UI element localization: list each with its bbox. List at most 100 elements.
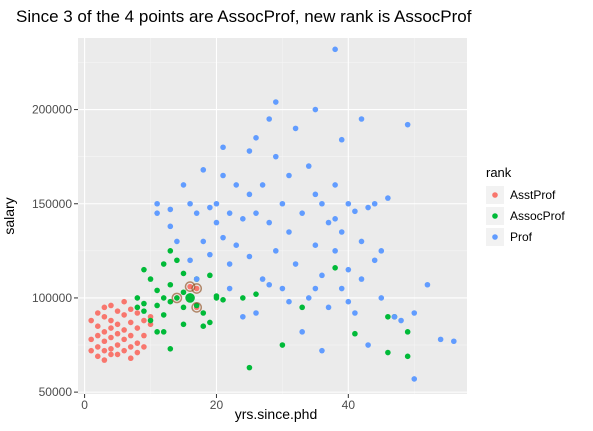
- data-point-prof: [391, 313, 398, 320]
- data-point-asstprof: [101, 347, 108, 354]
- data-point-prof: [233, 182, 240, 188]
- data-point-asstprof: [127, 344, 134, 350]
- data-point-assocprof: [134, 304, 141, 311]
- data-point-prof: [240, 313, 246, 320]
- data-point-assocprof: [141, 308, 147, 314]
- data-point-prof: [180, 182, 187, 188]
- chart-title: Since 3 of the 4 points are AssocProf, n…: [16, 7, 472, 26]
- data-point-assocprof: [200, 323, 207, 329]
- data-point-assocprof: [193, 302, 200, 309]
- legend-label-prof: Prof: [510, 230, 533, 244]
- data-point-prof: [167, 223, 174, 230]
- data-point-prof: [266, 116, 273, 122]
- y-tick-label: 150000: [32, 197, 72, 211]
- data-point-prof: [312, 242, 319, 248]
- data-point-prof: [220, 144, 226, 151]
- data-point-prof: [338, 136, 345, 143]
- data-point-prof: [325, 304, 332, 311]
- data-point-asstprof: [101, 313, 108, 320]
- data-point-asstprof: [127, 319, 134, 326]
- legend-key-prof: [492, 234, 498, 240]
- data-point-prof: [404, 121, 411, 128]
- data-point-asstprof: [114, 330, 121, 337]
- data-point-prof: [378, 295, 385, 301]
- data-point-prof: [286, 172, 292, 179]
- data-point-prof: [371, 200, 378, 207]
- data-point-assocprof: [220, 297, 226, 303]
- data-point-prof: [226, 285, 233, 292]
- data-point-asstprof: [114, 351, 121, 358]
- y-axis-label: salary: [1, 197, 17, 234]
- legend-key-assocprof: [492, 213, 498, 219]
- data-point-prof: [332, 182, 338, 188]
- data-point-assocprof: [154, 287, 160, 294]
- data-point-prof: [207, 204, 213, 211]
- data-point-asstprof: [114, 321, 121, 328]
- data-point-prof: [411, 310, 418, 316]
- data-point-assocprof: [332, 264, 338, 271]
- data-point-prof: [207, 251, 213, 258]
- data-point-asstprof: [94, 323, 101, 329]
- new-point: [185, 293, 195, 303]
- data-point-asstprof: [134, 310, 141, 316]
- data-point-prof: [279, 200, 286, 207]
- data-point-prof: [451, 338, 457, 345]
- data-point-asstprof: [88, 347, 94, 354]
- data-point-prof: [272, 248, 279, 254]
- legend-title: rank: [486, 165, 512, 180]
- data-point-prof: [312, 106, 319, 113]
- data-point-asstprof: [134, 340, 141, 346]
- data-point-prof: [246, 191, 253, 198]
- data-point-assocprof: [154, 329, 160, 335]
- data-point-prof: [200, 238, 207, 245]
- data-point-assocprof: [180, 304, 187, 311]
- data-point-prof: [187, 200, 193, 207]
- data-point-prof: [286, 298, 292, 305]
- data-point-assocprof: [160, 329, 167, 335]
- data-point-prof: [213, 200, 220, 207]
- data-point-prof: [312, 191, 319, 198]
- data-point-prof: [305, 295, 312, 301]
- data-point-assocprof: [240, 295, 246, 301]
- data-point-prof: [319, 347, 325, 354]
- x-tick-label: 40: [342, 398, 356, 412]
- data-point-prof: [259, 182, 266, 188]
- data-point-prof: [240, 216, 246, 222]
- data-point-asstprof: [127, 332, 134, 339]
- data-point-prof: [174, 238, 180, 245]
- data-point-prof: [299, 210, 305, 216]
- data-point-asstprof: [101, 357, 108, 363]
- data-point-assocprof: [141, 266, 147, 273]
- data-point-prof: [385, 195, 391, 201]
- data-point-assocprof: [385, 349, 391, 356]
- data-point-asstprof: [121, 298, 127, 305]
- data-point-asstprof: [94, 310, 101, 316]
- data-point-assocprof: [253, 291, 259, 297]
- data-point-prof: [279, 285, 286, 292]
- data-point-prof: [292, 261, 299, 267]
- data-point-prof: [220, 172, 226, 179]
- data-point-assocprof: [167, 281, 174, 288]
- data-point-asstprof: [94, 353, 101, 360]
- data-point-prof: [259, 276, 266, 282]
- highlighted-neighbor-point: [191, 283, 203, 294]
- data-point-assocprof: [154, 302, 160, 309]
- data-point-assocprof: [180, 270, 187, 277]
- data-point-asstprof: [94, 332, 101, 339]
- y-tick-label: 100000: [32, 291, 72, 305]
- data-point-prof: [398, 317, 404, 324]
- data-point-prof: [365, 342, 371, 348]
- data-point-asstprof: [127, 306, 134, 313]
- data-point-prof: [358, 276, 365, 282]
- data-point-asstprof: [101, 304, 108, 311]
- data-point-asstprof: [101, 329, 108, 335]
- legend: rank AsstProf AssocProf Prof: [486, 165, 565, 246]
- data-point-assocprof: [279, 342, 286, 348]
- data-point-prof: [286, 229, 292, 235]
- data-point-assocprof: [180, 321, 187, 328]
- data-point-prof: [226, 210, 233, 216]
- data-point-prof: [266, 219, 273, 226]
- data-point-assocprof: [385, 313, 391, 320]
- data-point-assocprof: [160, 312, 167, 318]
- data-point-prof: [220, 234, 226, 241]
